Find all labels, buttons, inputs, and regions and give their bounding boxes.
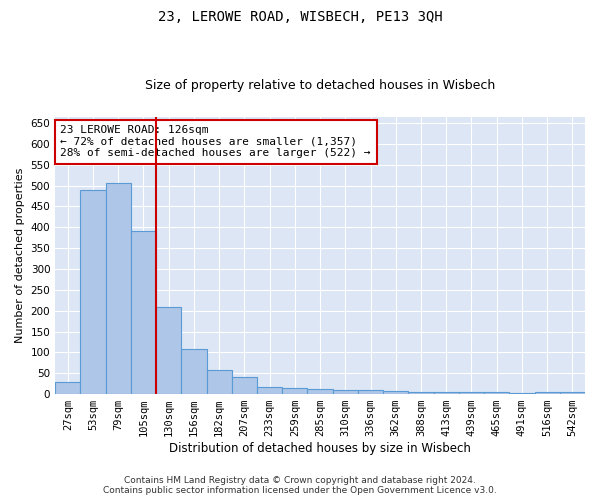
Bar <box>55 382 80 394</box>
Bar <box>80 190 106 394</box>
Bar <box>434 392 459 394</box>
Bar <box>509 393 535 394</box>
Bar <box>560 392 585 394</box>
Bar <box>181 350 206 394</box>
Bar <box>332 390 358 394</box>
Y-axis label: Number of detached properties: Number of detached properties <box>15 168 25 343</box>
Bar <box>106 184 131 394</box>
Bar <box>459 392 484 394</box>
Title: Size of property relative to detached houses in Wisbech: Size of property relative to detached ho… <box>145 79 495 92</box>
Text: 23 LEROWE ROAD: 126sqm
← 72% of detached houses are smaller (1,357)
28% of semi-: 23 LEROWE ROAD: 126sqm ← 72% of detached… <box>61 125 371 158</box>
Bar <box>282 388 307 394</box>
Bar <box>232 378 257 394</box>
Bar <box>484 392 509 394</box>
Bar <box>409 392 434 394</box>
Bar <box>383 391 409 394</box>
Text: Contains HM Land Registry data © Crown copyright and database right 2024.
Contai: Contains HM Land Registry data © Crown c… <box>103 476 497 495</box>
Bar <box>206 370 232 394</box>
X-axis label: Distribution of detached houses by size in Wisbech: Distribution of detached houses by size … <box>169 442 471 455</box>
Bar <box>131 232 156 394</box>
Bar <box>535 392 560 394</box>
Bar <box>156 306 181 394</box>
Bar <box>307 389 332 394</box>
Bar <box>358 390 383 394</box>
Bar <box>257 386 282 394</box>
Text: 23, LEROWE ROAD, WISBECH, PE13 3QH: 23, LEROWE ROAD, WISBECH, PE13 3QH <box>158 10 442 24</box>
